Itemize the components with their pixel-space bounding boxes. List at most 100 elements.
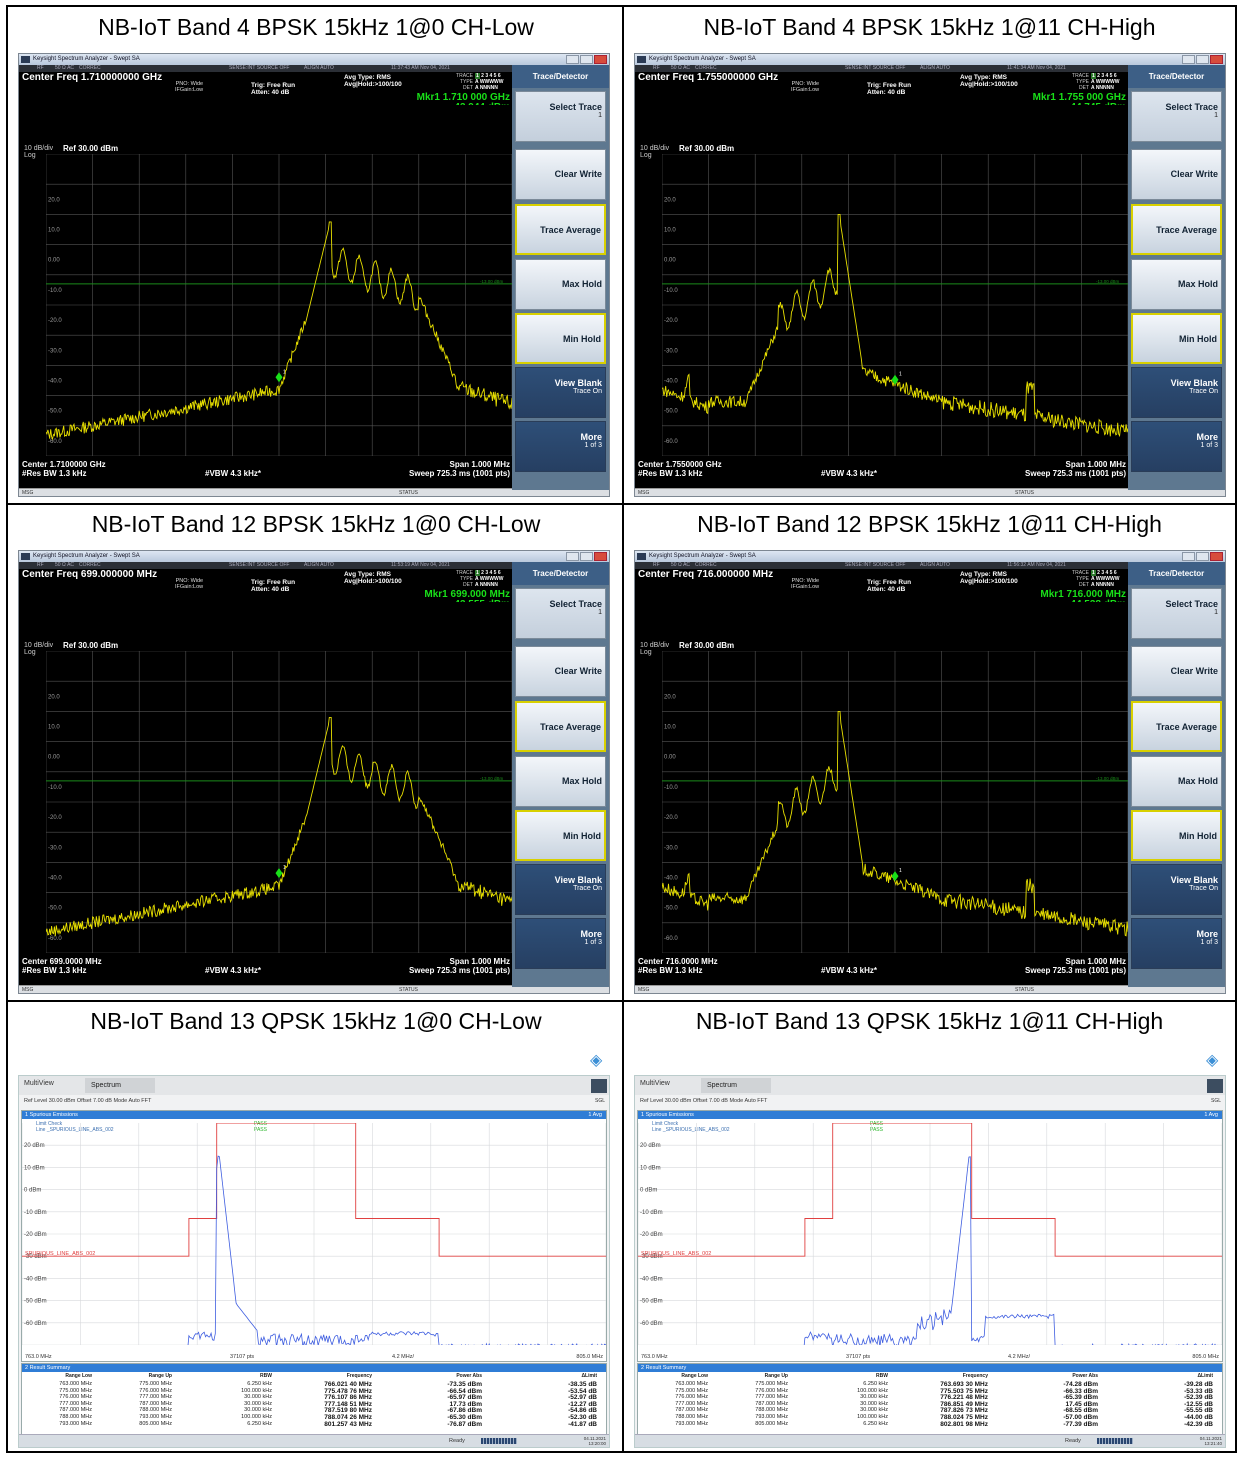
spurious-diagram[interactable]: 1 Spurious Emissions 1 Avg Limit Check Line… [21,1110,607,1362]
softkey-more[interactable]: More 1 of 3 [1131,421,1222,472]
softkey-select-trace[interactable]: Select Trace 1 [1131,588,1222,639]
maximize-button[interactable] [1196,55,1209,64]
minimize-button[interactable] [566,55,579,64]
summary-cell: 805.000 MHz [139,1420,172,1427]
softkey-label: Trace Average [540,722,601,732]
softkey-view-blank[interactable]: View Blank Trace On [515,864,606,915]
softkey-label: View Blank [554,378,602,388]
softkey-trace-average[interactable]: Trace Average [515,204,606,255]
maximize-button[interactable] [580,552,593,561]
trig-label: Trig: Free Run [867,82,912,89]
close-button[interactable] [594,552,607,561]
minimize-button[interactable] [1182,552,1195,561]
softkey-select-trace[interactable]: Select Trace 1 [515,588,606,639]
window-title: Keysight Spectrum Analyzer - Swept SA [33,553,140,559]
res-bw-label: #Res BW 1.3 kHz [22,469,87,478]
spurious-diagram[interactable]: 1 Spurious Emissions 1 Avg Limit Check Line… [637,1110,1223,1362]
close-button[interactable] [1210,552,1223,561]
summary-cell: 775.478 76 MHz [324,1387,372,1395]
scale-label: 10 dB/div [640,642,670,649]
summary-cell: -52.97 dB [568,1394,597,1402]
tab-spectrum[interactable]: Spectrum [85,1078,155,1093]
marker-number: 1 [283,369,286,375]
softkey-clear-write[interactable]: Clear Write [1131,149,1222,200]
softkey-trace-average[interactable]: Trace Average [515,701,606,752]
limit-check-info: Limit Check Line _SPURIOUS_LINE_ABS_002 [652,1121,730,1133]
tab-multiview[interactable]: MultiView [640,1080,670,1087]
softkey-view-blank[interactable]: View Blank Trace On [1131,864,1222,915]
sgl-button[interactable] [591,1079,607,1093]
softkey-max-hold[interactable]: Max Hold [1131,756,1222,807]
marker-freq: Mkr1 699.000 MHz [424,589,510,600]
softkey-select-trace[interactable]: Select Trace 1 [515,91,606,142]
marker-diamond[interactable] [891,374,899,385]
spectrum-trace [45,716,513,937]
summary-cell: 788.000 MHz [139,1407,172,1414]
softkey-trace-average[interactable]: Trace Average [1131,701,1222,752]
close-button[interactable] [1210,55,1223,64]
marker-freq: Mkr1 1.710 000 GHz [416,92,510,103]
softkey-min-hold[interactable]: Min Hold [515,313,606,364]
trigger-info: Trig: Free Run Atten: 40 dB [251,82,295,96]
spectrum-plot[interactable]: 20.0 10.0 0.00 -10.0 -20.0 -30.0 -40.0 -50.0 -60… [45,650,513,954]
scale-label: 10 dB/div [24,642,54,649]
sgl-button[interactable] [1207,1079,1223,1093]
marker-diamond[interactable] [275,372,283,383]
center-bottom-label: Center 716.0000 MHz [638,957,718,966]
center-freq-label[interactable]: Center Freq 716.000000 MHz [638,569,774,580]
softkey-clear-write[interactable]: Clear Write [515,149,606,200]
center-freq-label[interactable]: Center Freq 1.755000000 GHz [638,72,779,83]
softkey-clear-write[interactable]: Clear Write [515,646,606,697]
softkey-clear-write[interactable]: Clear Write [1131,646,1222,697]
softkey-more[interactable]: More 1 of 3 [515,918,606,969]
softkey-max-hold[interactable]: Max Hold [515,756,606,807]
avg-type-label: Avg Type: RMS [960,571,1007,578]
minimize-button[interactable] [1182,55,1195,64]
softkey-label: More [1196,432,1218,442]
softkey-select-trace[interactable]: Select Trace 1 [1131,91,1222,142]
center-freq-label[interactable]: Center Freq 1.710000000 GHz [22,72,163,83]
softkey-max-hold[interactable]: Max Hold [515,259,606,310]
marker-diamond[interactable] [891,871,899,882]
ifgain-label: IFGain:Low [791,87,820,93]
limit-line-label: -13.00 dBm [480,279,504,284]
panel-cell: NB-IoT Band 4 BPSK 15kHz 1@11 CH-High Key… [624,7,1235,504]
spectrum-plot[interactable]: 20.0 10.0 0.00 -10.0 -20.0 -30.0 -40.0 -50.0 -60… [661,153,1129,457]
softkey-trace-average[interactable]: Trace Average [1131,204,1222,255]
tab-spectrum[interactable]: Spectrum [701,1078,771,1093]
center-freq-label[interactable]: Center Freq 699.000000 MHz [22,569,158,580]
panel-cell: NB-IoT Band 13 QPSK 15kHz 1@11 CH-High ◈ M… [624,1001,1235,1451]
softkey-min-hold[interactable]: Min Hold [1131,810,1222,861]
window-title-bar: Keysight Spectrum Analyzer - Swept SA [635,54,1225,65]
maximize-button[interactable] [1196,552,1209,561]
softkey-view-blank[interactable]: View Blank Trace On [515,367,606,418]
summary-cell: 788.000 MHz [755,1407,788,1414]
softkey-min-hold[interactable]: Min Hold [1131,313,1222,364]
spectrum-plot[interactable]: 20.0 10.0 0.00 -10.0 -20.0 -30.0 -40.0 -50.0 -60… [661,650,1129,954]
summary-cell: 776.000 MHz [139,1387,172,1394]
ifgain-label: IFGain:Low [175,584,204,590]
status-rf: RF [37,562,44,568]
y-tick-label: -60 dBm [24,1321,47,1327]
y-tick-label: 10 dBm [640,1165,661,1171]
tab-multiview[interactable]: MultiView [24,1080,54,1087]
close-button[interactable] [594,55,607,64]
softkey-more[interactable]: More 1 of 3 [515,421,606,472]
scale-div: 10 dB/div Log [24,642,53,656]
softkey-min-hold[interactable]: Min Hold [515,810,606,861]
softkey-label: View Blank [1170,875,1218,885]
y-tick-label: -50.0 [664,409,678,415]
softkey-view-blank[interactable]: View Blank Trace On [1131,367,1222,418]
y-tick-label: -10 dBm [640,1210,663,1216]
rs-spectrum-svg: 20 dBm 10 dBm 0 dBm -10 dBm -20 dBm -30 dBm -4… [638,1123,1222,1345]
spectrum-plot[interactable]: 20.0 10.0 0.00 -10.0 -20.0 -30.0 -40.0 -50.0 -60… [45,153,513,457]
tab-bar: MultiView Spectrum [635,1076,1225,1095]
maximize-button[interactable] [580,55,593,64]
marker-diamond[interactable] [275,868,283,879]
softkey-max-hold[interactable]: Max Hold [1131,259,1222,310]
softkey-sub: Trace On [1189,885,1218,892]
x-axis-x-stop: 805.0 MHz [576,1354,603,1360]
minimize-button[interactable] [566,552,579,561]
avg-hold-label: Avg|Hold:>100/100 [960,578,1018,585]
softkey-more[interactable]: More 1 of 3 [1131,918,1222,969]
